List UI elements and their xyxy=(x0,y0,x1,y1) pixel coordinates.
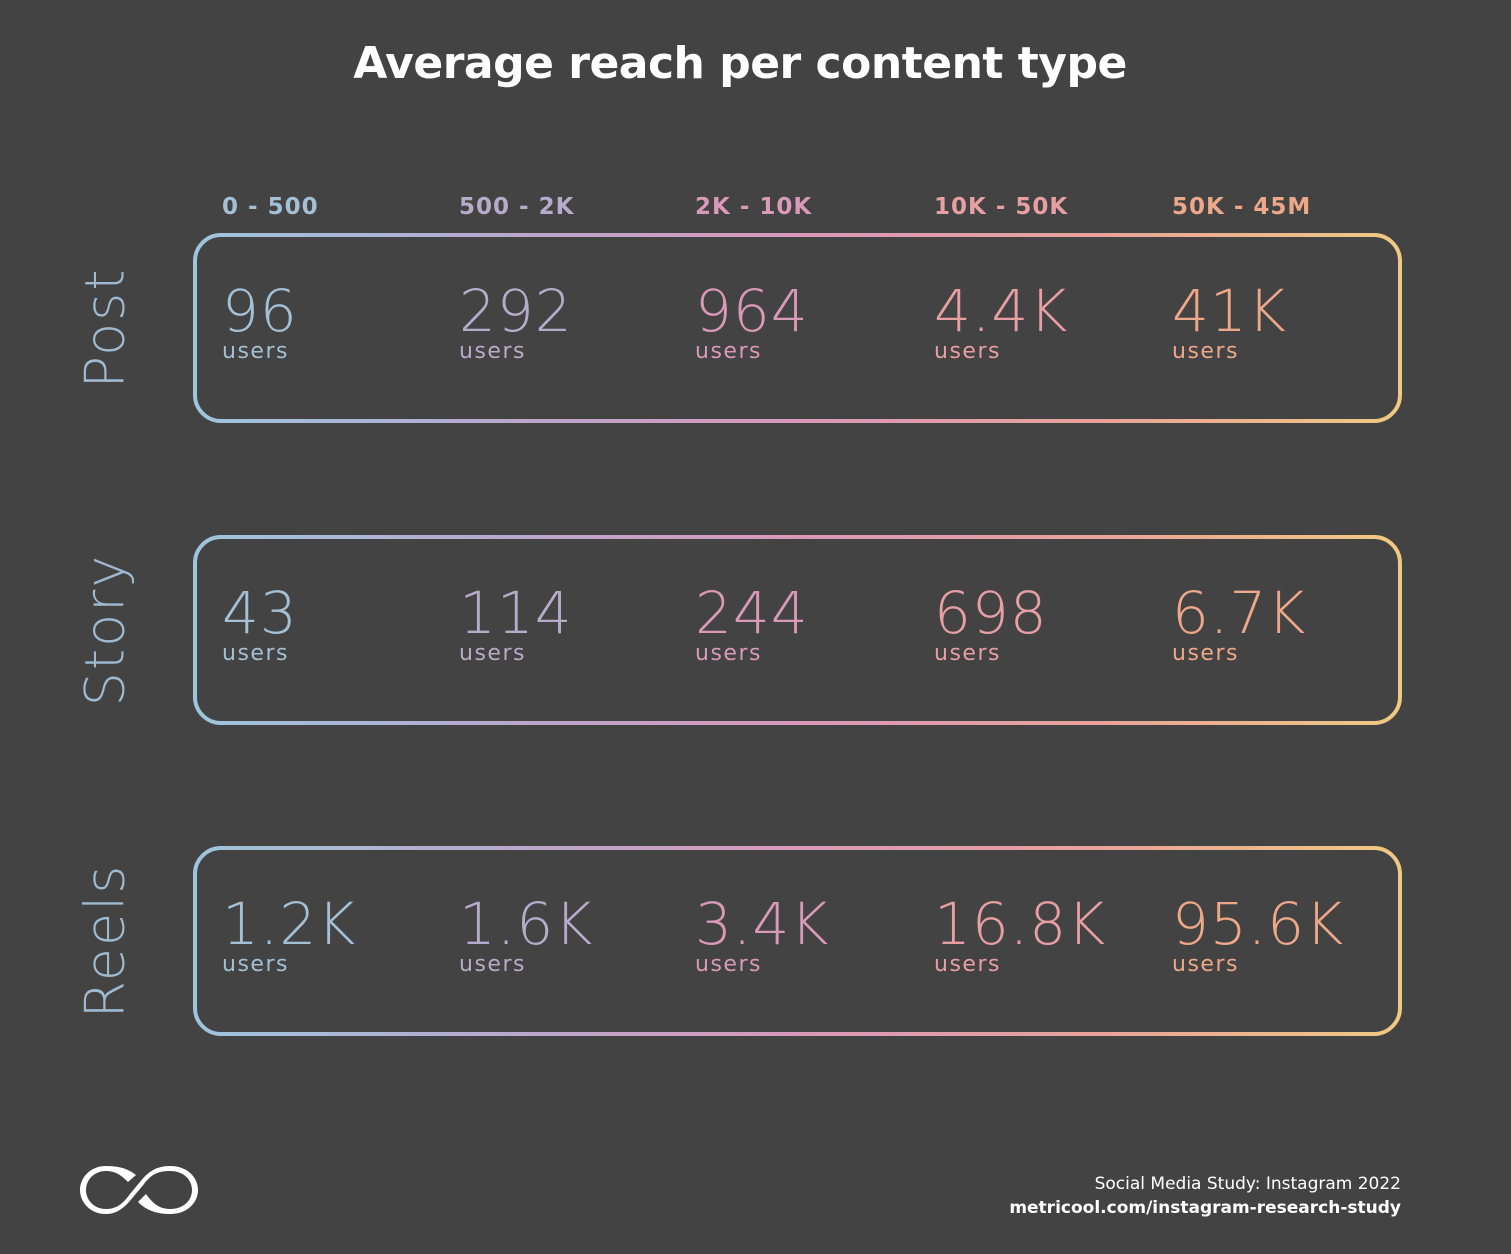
cell-reels-1: 1.2K users xyxy=(222,892,356,977)
cell-value: 6.7K xyxy=(1172,579,1307,647)
cell-unit: users xyxy=(459,952,526,977)
cell-story-2: 114 users xyxy=(459,581,573,666)
cell-reels-5: 95.6K users xyxy=(1172,892,1344,977)
cell-post-4: 4.4K users xyxy=(934,279,1068,364)
cell-value: 95.6K xyxy=(1172,890,1345,958)
cell-value: 698 xyxy=(934,579,1048,647)
cell-story-5: 6.7K users xyxy=(1172,581,1306,666)
cell-reels-3: 3.4K users xyxy=(695,892,829,977)
row-frame-post xyxy=(193,233,1402,423)
row-frame-story xyxy=(193,535,1402,725)
row-border-post xyxy=(193,233,1402,423)
cell-value: 1.2K xyxy=(222,890,357,958)
column-header-4: 10K - 50K xyxy=(934,194,1069,220)
source-url-link[interactable]: metricool.com/instagram-research-study xyxy=(1009,1198,1401,1218)
cell-unit: users xyxy=(222,339,289,364)
cell-unit: users xyxy=(934,641,1001,666)
cell-post-1: 96 users xyxy=(222,279,298,364)
cell-story-1: 43 users xyxy=(222,581,298,666)
cell-value: 16.8K xyxy=(934,890,1107,958)
cell-post-3: 964 users xyxy=(695,279,809,364)
cell-post-2: 292 users xyxy=(459,279,573,364)
cell-unit: users xyxy=(934,952,1001,977)
cell-value: 244 xyxy=(695,579,809,647)
cell-unit: users xyxy=(1172,339,1239,364)
cell-unit: users xyxy=(695,641,762,666)
chart-title: Average reach per content type xyxy=(353,38,1127,89)
cell-unit: users xyxy=(1172,641,1239,666)
column-header-3: 2K - 10K xyxy=(695,194,813,220)
cell-unit: users xyxy=(1172,952,1239,977)
row-frame-reels xyxy=(193,846,1402,1036)
column-header-2: 500 - 2K xyxy=(459,194,575,220)
row-label-text: Story xyxy=(73,553,137,707)
source-study-name: Social Media Study: Instagram 2022 xyxy=(1094,1174,1401,1194)
cell-reels-4: 16.8K users xyxy=(934,892,1106,977)
cell-value: 96 xyxy=(222,277,298,345)
cell-unit: users xyxy=(222,641,289,666)
cell-value: 964 xyxy=(695,277,809,345)
row-label-text: Reels xyxy=(73,863,137,1019)
cell-post-5: 41K users xyxy=(1172,279,1287,364)
cell-value: 1.6K xyxy=(459,890,594,958)
cell-value: 3.4K xyxy=(695,890,830,958)
cell-unit: users xyxy=(934,339,1001,364)
cell-value: 43 xyxy=(222,579,298,647)
cell-unit: users xyxy=(222,952,289,977)
row-border-story xyxy=(193,535,1402,725)
cell-story-4: 698 users xyxy=(934,581,1048,666)
cell-value: 4.4K xyxy=(934,277,1069,345)
source-credit: Social Media Study: Instagram 2022 metri… xyxy=(1009,1172,1401,1220)
metricool-logo-icon xyxy=(78,1162,200,1222)
cell-reels-2: 1.6K users xyxy=(459,892,593,977)
row-label-text: Post xyxy=(73,267,137,389)
column-header-1: 0 - 500 xyxy=(222,194,319,220)
cell-unit: users xyxy=(695,952,762,977)
cell-value: 114 xyxy=(459,579,573,647)
cell-value: 41K xyxy=(1172,277,1287,345)
row-border-reels xyxy=(193,846,1402,1036)
cell-unit: users xyxy=(459,339,526,364)
cell-story-3: 244 users xyxy=(695,581,809,666)
cell-unit: users xyxy=(459,641,526,666)
cell-unit: users xyxy=(695,339,762,364)
column-header-5: 50K - 45M xyxy=(1172,194,1312,220)
cell-value: 292 xyxy=(459,277,573,345)
